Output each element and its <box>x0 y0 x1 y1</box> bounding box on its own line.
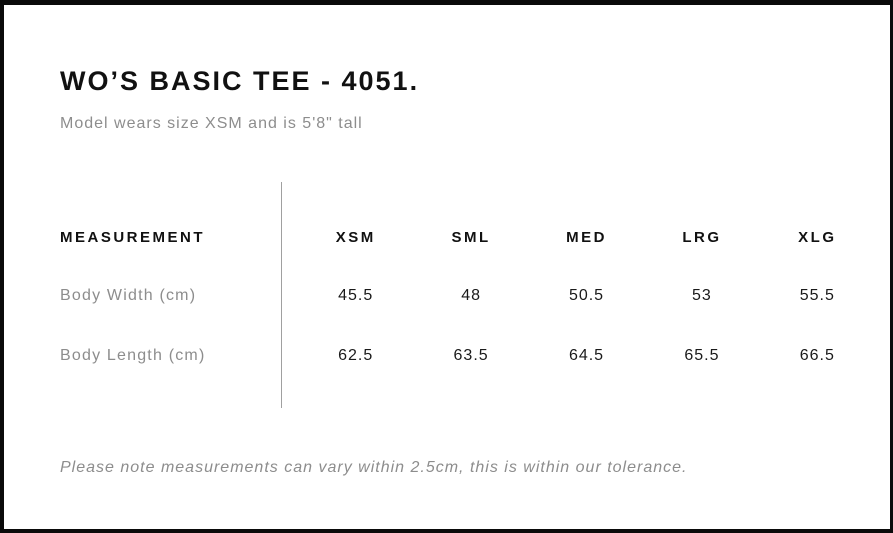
vertical-divider <box>281 182 282 408</box>
tolerance-note: Please note measurements can vary within… <box>60 459 688 476</box>
body-width-med: 50.5 <box>568 287 605 304</box>
body-length-xlg: 66.5 <box>799 347 835 364</box>
size-chart-table: MEASUREMENT XSM SML MED LRG XLG Body Wid… <box>60 182 875 408</box>
body-length-cells: 62.5 63.5 64.5 65.5 66.5 <box>298 347 875 365</box>
body-width-sml: 48 <box>461 287 481 304</box>
size-header-cells: XSM SML MED LRG XLG <box>298 229 875 246</box>
size-header-lrg: LRG <box>682 228 722 246</box>
table-row-body-length: Body Length (cm) 62.5 63.5 64.5 65.5 66.… <box>60 346 875 366</box>
model-info-subtitle: Model wears size XSM and is 5'8" tall <box>60 115 363 132</box>
size-header-xlg: XLG <box>798 228 837 246</box>
body-width-xlg: 55.5 <box>799 287 835 304</box>
body-width-xsm: 45.5 <box>338 287 374 304</box>
body-length-med: 64.5 <box>568 347 605 364</box>
body-length-sml: 63.5 <box>453 347 489 364</box>
table-header-row: MEASUREMENT XSM SML MED LRG XLG <box>60 227 875 247</box>
body-length-lrg: 65.5 <box>684 347 720 364</box>
body-width-lrg: 53 <box>692 287 712 304</box>
size-header-sml: SML <box>451 228 491 246</box>
body-width-cells: 45.5 48 50.5 53 55.5 <box>298 287 875 305</box>
page-title: WO’S BASIC TEE - 4051. <box>60 66 420 96</box>
row-label-body-width: Body Width (cm) <box>60 287 197 304</box>
size-header-med: MED <box>566 228 607 246</box>
row-label-body-length: Body Length (cm) <box>60 347 206 364</box>
measurement-column-header: MEASUREMENT <box>60 228 206 246</box>
body-length-xsm: 62.5 <box>338 347 374 364</box>
table-row-body-width: Body Width (cm) 45.5 48 50.5 53 55.5 <box>60 286 875 306</box>
size-header-xsm: XSM <box>335 228 376 246</box>
